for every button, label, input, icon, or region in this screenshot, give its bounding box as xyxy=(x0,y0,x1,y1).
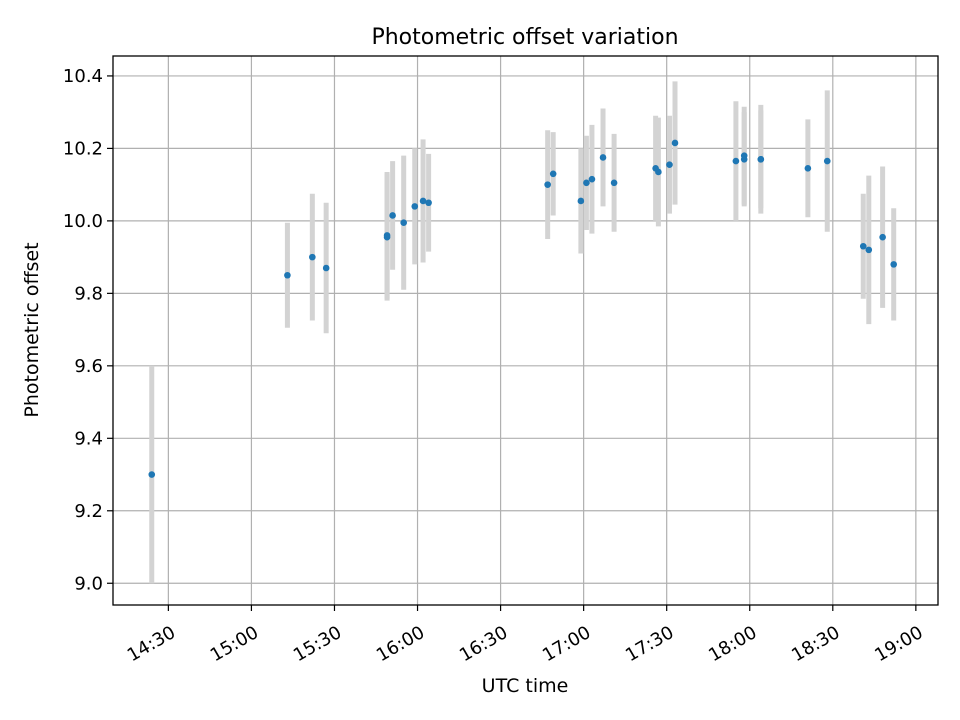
y-axis-ticks: 9.0 9.2 9.4 9.6 9.8 10.0 10.2 10.4 xyxy=(63,66,113,594)
chart-title: Photometric offset variation xyxy=(371,25,678,50)
data-point xyxy=(740,152,748,159)
data-point xyxy=(400,219,407,226)
data-point xyxy=(425,199,432,207)
y-tick-label: 9.0 xyxy=(74,573,103,594)
data-point xyxy=(583,179,590,187)
y-axis-label: Photometric offset xyxy=(21,242,43,417)
data-point xyxy=(411,203,419,210)
data-point xyxy=(549,170,557,178)
data-point xyxy=(148,471,156,478)
data-point xyxy=(859,242,867,250)
data-point xyxy=(671,139,679,147)
y-tick-label: 9.6 xyxy=(74,356,103,377)
data-point xyxy=(383,232,391,239)
data-point xyxy=(544,181,551,188)
data-point xyxy=(757,155,765,163)
y-tick-label: 9.2 xyxy=(74,501,103,522)
data-point xyxy=(599,154,607,161)
y-tick-label: 9.4 xyxy=(74,428,103,449)
data-points xyxy=(148,139,898,478)
data-point xyxy=(666,161,673,169)
data-point xyxy=(419,197,427,205)
data-point xyxy=(309,253,316,261)
data-point xyxy=(588,175,596,183)
data-point xyxy=(879,233,886,241)
data-point xyxy=(823,157,831,165)
data-point xyxy=(804,165,812,172)
data-point xyxy=(732,157,740,165)
y-tick-label: 10.4 xyxy=(63,66,103,87)
plot-area-frame xyxy=(112,55,939,606)
y-tick-label: 10.0 xyxy=(63,211,103,232)
data-point xyxy=(890,261,898,268)
data-point xyxy=(865,246,873,254)
data-point xyxy=(610,179,618,187)
data-point xyxy=(284,271,291,279)
grid-lines xyxy=(113,56,938,605)
data-point xyxy=(322,264,330,272)
data-point xyxy=(389,212,396,219)
data-point xyxy=(577,197,585,205)
y-tick-label: 10.2 xyxy=(63,138,103,159)
data-point xyxy=(655,168,662,176)
x-axis-label: UTC time xyxy=(482,675,569,697)
y-tick-label: 9.8 xyxy=(74,283,103,304)
